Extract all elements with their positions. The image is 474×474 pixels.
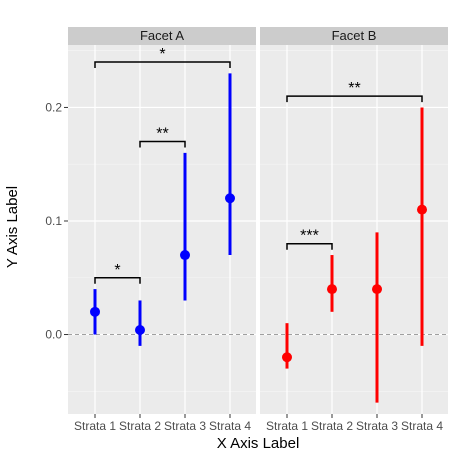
data-point — [225, 193, 235, 204]
facet-panel-2: Facet B*****Strata 1 Strata 2 Strata 3 Stra… — [260, 27, 448, 433]
data-point — [282, 352, 292, 363]
significance-bracket — [94, 61, 231, 69]
y-tick-label: 0.0 — [45, 328, 62, 342]
x-tick-label: Strata 4 — [401, 419, 443, 433]
significance-label: * — [159, 46, 165, 63]
panel-background — [68, 45, 256, 414]
y-tick-label: 0.2 — [45, 100, 62, 114]
significance-label: *** — [300, 228, 319, 245]
y-tick-label: 0.1 — [45, 214, 62, 228]
data-point — [90, 306, 100, 317]
x-tick-label: Strata 4 — [209, 419, 251, 433]
x-axis-title: X Axis Label — [217, 435, 300, 452]
x-tick-label: Strata 3 — [356, 419, 398, 433]
significance-label: * — [114, 262, 120, 279]
y-axis: 0.0 0.1 0.2 — [45, 100, 68, 342]
x-tick-label: Strata 2 — [119, 419, 161, 433]
facet-title: Facet A — [140, 28, 184, 43]
significance-label: ** — [348, 80, 360, 97]
x-tick-label: Strata 1 — [74, 419, 116, 433]
significance-bracket — [286, 242, 333, 250]
facet-strip — [68, 27, 256, 45]
significance-bracket — [139, 140, 186, 148]
data-point — [417, 204, 427, 215]
facet-title: Facet B — [332, 28, 377, 43]
x-tick-label: Strata 2 — [311, 419, 353, 433]
data-point — [180, 250, 190, 261]
panel-background — [260, 45, 448, 414]
y-axis-title: Y Axis Label — [4, 186, 21, 268]
significance-bracket — [286, 95, 423, 103]
facet-panels: Facet A****Strata 1 Strata 2 Strata 3 Strat… — [68, 27, 448, 433]
facet-panel-1: Facet A****Strata 1 Strata 2 Strata 3 Strat… — [68, 27, 256, 433]
data-point — [327, 284, 337, 295]
facet-strip — [260, 27, 448, 45]
significance-label: ** — [156, 126, 168, 143]
x-tick-label: Strata 1 — [266, 419, 308, 433]
significance-bracket — [94, 277, 141, 284]
data-point — [135, 324, 145, 335]
data-point — [372, 284, 382, 295]
x-tick-label: Strata 3 — [164, 419, 206, 433]
